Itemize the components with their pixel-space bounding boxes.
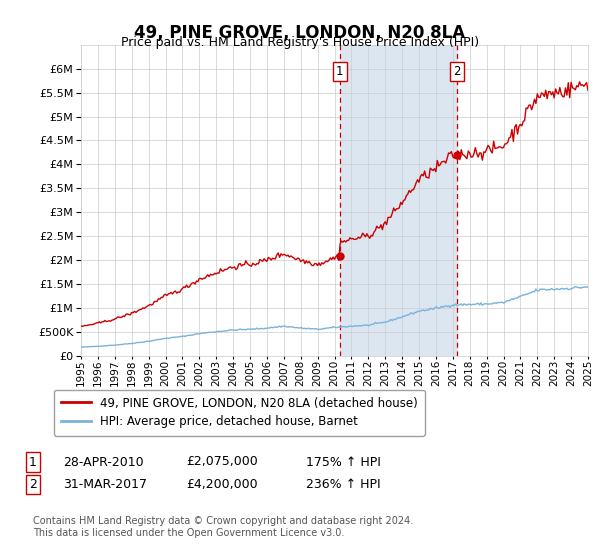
Text: 2: 2: [453, 64, 461, 78]
Text: 31-MAR-2017: 31-MAR-2017: [63, 478, 147, 491]
Bar: [340, 45, 457, 356]
Legend: 49, PINE GROVE, LONDON, N20 8LA (detached house), HPI: Average price, detached h: 49, PINE GROVE, LONDON, N20 8LA (detache…: [54, 390, 425, 436]
Text: £4,200,000: £4,200,000: [186, 478, 257, 491]
Text: 28-APR-2010: 28-APR-2010: [63, 455, 143, 469]
Text: 2: 2: [29, 478, 37, 491]
Text: 175% ↑ HPI: 175% ↑ HPI: [306, 455, 381, 469]
Text: 49, PINE GROVE, LONDON, N20 8LA: 49, PINE GROVE, LONDON, N20 8LA: [134, 24, 466, 42]
Text: £2,075,000: £2,075,000: [186, 455, 258, 469]
Text: Price paid vs. HM Land Registry's House Price Index (HPI): Price paid vs. HM Land Registry's House …: [121, 36, 479, 49]
Text: Contains HM Land Registry data © Crown copyright and database right 2024.
This d: Contains HM Land Registry data © Crown c…: [33, 516, 413, 538]
Text: 1: 1: [29, 455, 37, 469]
Text: 236% ↑ HPI: 236% ↑ HPI: [306, 478, 380, 491]
Text: 1: 1: [336, 64, 344, 78]
